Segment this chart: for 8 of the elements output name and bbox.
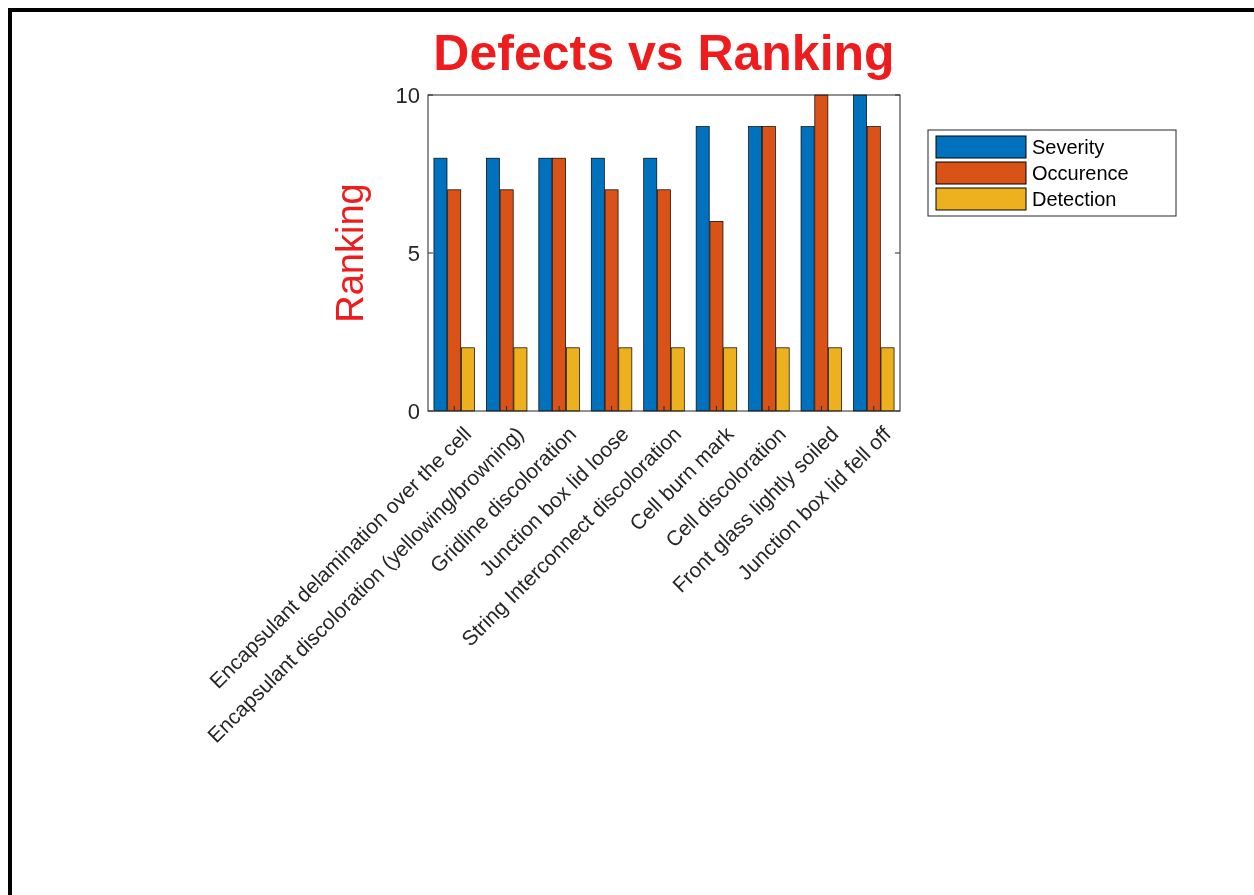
legend-label: Detection xyxy=(1032,188,1117,210)
y-tick-label: 10 xyxy=(395,82,420,108)
legend-label: Severity xyxy=(1032,136,1105,158)
y-tick-label: 5 xyxy=(407,240,420,266)
y-axis-title: Ranking xyxy=(329,183,371,323)
y-tick-label: 0 xyxy=(407,398,420,424)
legend-label: Occurence xyxy=(1032,162,1129,184)
chart-title: Defects vs Ranking xyxy=(433,25,895,81)
